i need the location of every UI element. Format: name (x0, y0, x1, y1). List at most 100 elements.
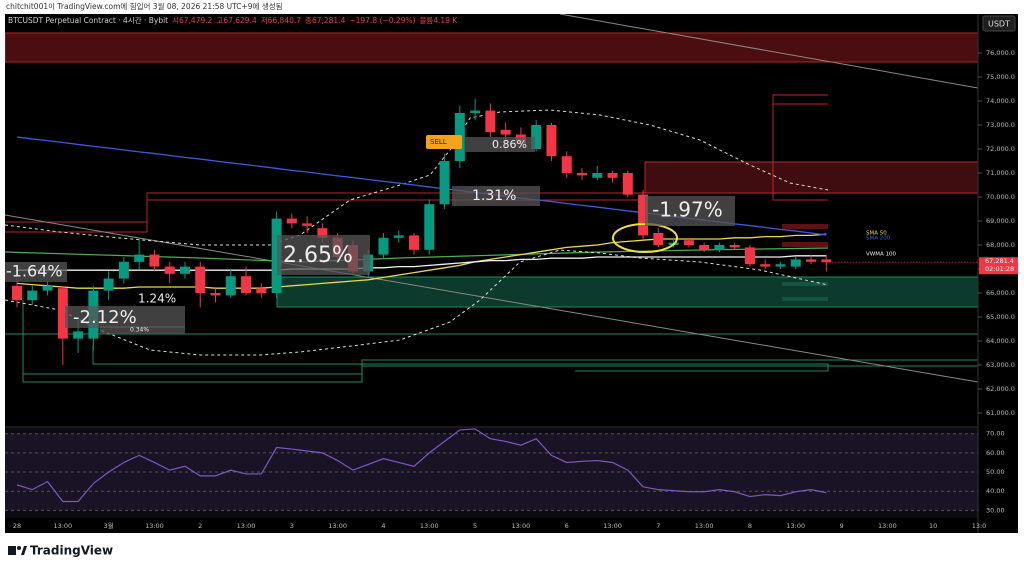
ohlc-legend: 저66,840.7 (261, 16, 302, 25)
candle-body (546, 125, 557, 157)
candle-body (103, 278, 114, 291)
candle-body (302, 223, 313, 226)
ohlc-legend: 종67,281.4 (305, 16, 346, 25)
logo-mark (21, 546, 27, 555)
annotation-box (452, 186, 540, 206)
candle-body (73, 331, 84, 339)
y-tick-label: 71,000.0 (986, 169, 1015, 177)
candle-body (806, 259, 817, 262)
x-tick-label: 10 (929, 522, 937, 530)
candle-body (424, 204, 435, 250)
x-tick-label: 13:00 (786, 522, 805, 530)
candle-body (821, 259, 832, 263)
x-tick-label: 13:00 (695, 522, 714, 530)
candle-body (790, 259, 801, 267)
legend-entry: SMA 200 (866, 236, 891, 242)
candle-body (393, 235, 404, 238)
last-price-label: 67,281.4 (985, 257, 1014, 265)
y-tick-label: 30.00 (986, 506, 1005, 514)
candle-body (225, 276, 236, 296)
candle-body (42, 285, 53, 291)
ohlc-legend: 시67,479.2 (172, 16, 213, 25)
candle-body (561, 156, 572, 173)
x-tick-label: 13:00 (878, 522, 897, 530)
candle-body (729, 245, 740, 248)
candle-body (500, 129, 511, 135)
candle-body (470, 110, 481, 113)
candle-body (683, 240, 694, 245)
annotation-box (645, 196, 735, 226)
y-tick-label: 50.00 (986, 468, 1005, 476)
annotations: -1.64% 1.24%-2.12%0.34% 2.65% 1.31% 0.86% -1.… (5, 135, 735, 334)
x-tick-label: 7 (656, 522, 660, 530)
logo-mark (17, 546, 21, 550)
candle-body (12, 285, 22, 301)
annotation-box (100, 326, 185, 334)
annotation-box (5, 262, 67, 282)
ohlc-legend: 고67,629.4 (216, 16, 257, 25)
x-tick-label: 13:00 (328, 522, 347, 530)
candle-body (164, 266, 175, 274)
y-tick-label: 60.00 (986, 449, 1005, 457)
y-tick-label: 62,000.0 (986, 385, 1015, 393)
y-tick-label: 65,000.0 (986, 313, 1015, 321)
y-tick-label: 73,000.0 (986, 121, 1015, 129)
support-zone (276, 276, 978, 308)
candle-body (271, 218, 282, 293)
candle-body (409, 235, 420, 250)
footer-logo: TradingView (8, 544, 113, 558)
candle-body (439, 161, 450, 205)
y-tick-label: 70,000.0 (986, 193, 1015, 201)
candle-body (286, 218, 297, 224)
candle-body (699, 245, 710, 250)
support-outline (92, 345, 829, 372)
x-tick-label: 13:00 (420, 522, 439, 530)
ohlc-legend: 볼륨4.19 K (419, 16, 458, 25)
x-tick-label: 2 (198, 522, 202, 530)
annotation: -2.12% (73, 307, 137, 328)
indicator-line (16, 233, 827, 289)
countdown: 02:01:28 (985, 265, 1014, 273)
x-tick-label: 13:00 (603, 522, 622, 530)
y-tick-label: 69,000.0 (986, 217, 1015, 225)
candle-body (576, 173, 587, 176)
ohlc-legend: −197.8 (−0.29%) (349, 16, 415, 25)
candle-body (195, 266, 206, 293)
x-tick-label: 9 (840, 522, 844, 530)
candle-body (638, 194, 649, 236)
candle-body (378, 237, 389, 255)
x-tick-label: 5 (473, 522, 477, 530)
support-outline (23, 365, 978, 375)
x-tick-label: 13:00 (53, 522, 72, 530)
zone-outline (772, 94, 828, 201)
legend-entry: SMA 50 (866, 231, 887, 237)
candle-body (149, 254, 160, 267)
candle-body (760, 264, 771, 267)
x-tick-label: 6 (565, 522, 569, 530)
resistance-zone (5, 32, 978, 63)
candle-body (714, 245, 725, 250)
x-tick-label: 13:00 (512, 522, 531, 530)
candle-body (256, 288, 267, 293)
x-tick-label: 13:00 (145, 522, 164, 530)
candle-body (118, 261, 129, 279)
candle-body (744, 247, 755, 265)
small-zone (782, 242, 828, 247)
x-tick-label: 3월 (104, 521, 114, 530)
band-lower (5, 249, 829, 356)
rsi-line (16, 428, 827, 503)
y-tick-label: 76,000.0 (986, 49, 1015, 57)
candle-body (317, 228, 328, 238)
x-tick-label: 13:00 (237, 522, 256, 530)
annotation: 2.65% (283, 243, 353, 268)
candle-body (210, 293, 221, 296)
currency-button[interactable] (982, 15, 1016, 32)
candle-body (179, 266, 190, 274)
chart-title: BTCUSDT Perpetual Contract · 4시간 · Bybit (8, 15, 168, 25)
zone-outline (5, 199, 645, 233)
candle-body (775, 264, 786, 267)
small-zone (782, 297, 828, 301)
indicator-line (5, 247, 829, 263)
support-outline (22, 300, 978, 383)
